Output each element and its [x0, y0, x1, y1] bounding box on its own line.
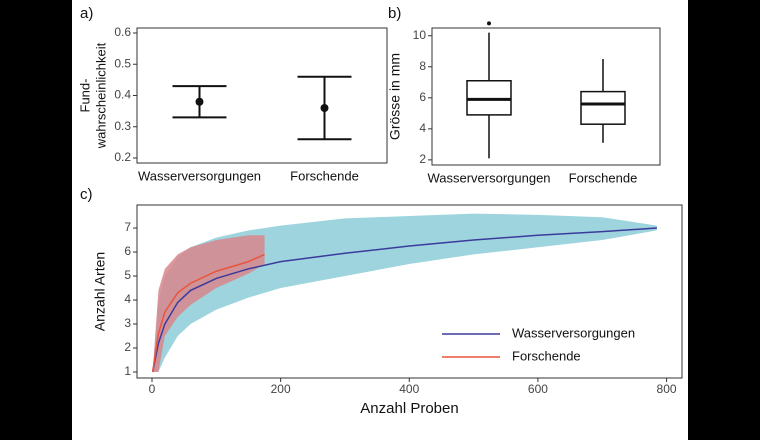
y-tick-label: 10: [413, 28, 427, 42]
line: [151, 253, 265, 373]
y-tick-label: 5: [124, 268, 131, 282]
x-tick-label: 400: [399, 382, 419, 396]
panel-label: b): [388, 5, 401, 22]
legend-label: Wasserversorgungen: [512, 325, 635, 340]
x-tick-label: 800: [657, 382, 677, 396]
x-tick-label: Forschende: [290, 168, 359, 183]
y-tick-label: 0.2: [114, 150, 131, 164]
confidence-band: [152, 213, 657, 373]
point: [320, 104, 329, 112]
y-axis-label: wahrscheinlichkeit: [93, 42, 108, 149]
line: [151, 227, 657, 373]
x-tick-label: Forschende: [569, 170, 638, 185]
x-tick-label: 200: [271, 382, 291, 396]
y-tick-label: 6: [124, 244, 131, 258]
y-tick-label: 8: [419, 59, 426, 73]
y-tick-label: 0.4: [114, 88, 131, 102]
point: [195, 97, 204, 106]
y-tick-label: 1: [124, 364, 131, 378]
y-tick-label: 0.6: [114, 25, 131, 39]
y-tick-label: 3: [124, 316, 131, 330]
y-axis-label: Grösse in mm: [387, 53, 403, 140]
panel-label: c): [80, 186, 93, 203]
y-tick-label: 0.3: [114, 119, 131, 133]
y-tick-label: 4: [419, 121, 426, 135]
box: [466, 80, 512, 116]
y-tick-label: 6: [419, 90, 426, 104]
x-tick-label: Wasserversorgungen: [427, 170, 550, 185]
x-tick-label: 600: [528, 382, 548, 396]
x-tick-label: 0: [149, 382, 156, 396]
x-tick-label: Wasserversorgungen: [138, 168, 261, 183]
x-axis-label: Anzahl Proben: [360, 400, 458, 417]
panel-label: a): [80, 5, 93, 22]
y-axis-label: Fund-: [77, 79, 92, 113]
y-tick-label: 0.5: [114, 56, 131, 70]
y-tick-label: 2: [419, 152, 426, 166]
y-tick-label: 2: [124, 340, 131, 354]
y-tick-label: 4: [124, 292, 131, 306]
confidence-band: [152, 235, 265, 373]
y-axis-label: Anzahl Arten: [92, 252, 108, 331]
box: [580, 90, 626, 125]
legend-label: Forschende: [512, 348, 581, 363]
y-tick-label: 7: [124, 220, 131, 234]
plot-frame: [431, 27, 661, 166]
outlier: [487, 21, 491, 26]
